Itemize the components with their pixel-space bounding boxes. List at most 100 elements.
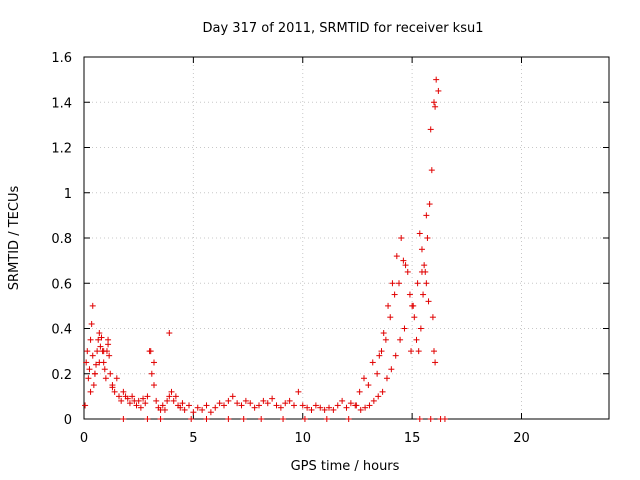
data-point bbox=[282, 400, 289, 407]
data-point bbox=[427, 416, 434, 422]
data-point bbox=[273, 402, 280, 409]
data-point bbox=[181, 406, 188, 413]
data-point bbox=[389, 280, 396, 287]
data-point bbox=[137, 404, 144, 411]
data-point bbox=[129, 393, 136, 400]
y-tick-label: 0.4 bbox=[51, 323, 72, 338]
data-point bbox=[356, 388, 363, 395]
data-point bbox=[428, 167, 435, 174]
data-point bbox=[190, 409, 197, 416]
data-point bbox=[423, 280, 430, 287]
data-point bbox=[234, 400, 241, 407]
data-point bbox=[418, 246, 425, 253]
data-point bbox=[97, 343, 104, 350]
data-point bbox=[177, 404, 184, 411]
data-point bbox=[172, 393, 179, 400]
data-point bbox=[90, 382, 97, 389]
data-point bbox=[212, 404, 219, 411]
data-point bbox=[432, 359, 439, 366]
data-point bbox=[148, 370, 155, 377]
data-point bbox=[94, 348, 101, 355]
data-point bbox=[186, 402, 192, 409]
data-point bbox=[280, 416, 287, 422]
y-tick-label: 1.4 bbox=[51, 96, 72, 111]
data-point bbox=[216, 400, 223, 407]
data-point bbox=[264, 400, 271, 407]
data-point bbox=[408, 348, 415, 355]
data-point bbox=[89, 352, 96, 359]
data-point bbox=[382, 336, 389, 343]
data-point bbox=[113, 375, 120, 382]
data-point bbox=[429, 314, 436, 321]
x-tick-label: 5 bbox=[189, 431, 197, 446]
data-point bbox=[396, 280, 402, 287]
data-point bbox=[301, 416, 308, 422]
data-point bbox=[199, 406, 206, 413]
data-points bbox=[82, 76, 448, 422]
data-point bbox=[425, 298, 432, 305]
data-point bbox=[109, 382, 116, 389]
data-point bbox=[317, 404, 324, 411]
data-point bbox=[406, 291, 413, 298]
y-tick-labels: 0 0.2 0.4 0.6 0.8 1 1.2 1.4 1.6 bbox=[51, 51, 72, 428]
x-axis-label: GPS time / hours bbox=[291, 459, 400, 474]
data-point bbox=[133, 402, 140, 409]
data-point bbox=[88, 320, 95, 327]
chart-title: Day 317 of 2011, SRMTID for receiver ksu… bbox=[203, 21, 484, 36]
data-point bbox=[397, 336, 404, 343]
data-point bbox=[203, 402, 210, 409]
data-point bbox=[369, 359, 376, 366]
data-point bbox=[258, 416, 265, 422]
data-point bbox=[321, 406, 328, 413]
data-point bbox=[229, 393, 236, 400]
data-point bbox=[398, 235, 405, 241]
data-point bbox=[153, 397, 160, 404]
data-point bbox=[135, 397, 142, 404]
data-point bbox=[420, 291, 427, 298]
data-point bbox=[91, 370, 98, 377]
data-point bbox=[84, 348, 91, 355]
data-point bbox=[410, 302, 417, 309]
data-point bbox=[82, 402, 89, 409]
data-point bbox=[357, 406, 364, 413]
data-point bbox=[107, 370, 114, 377]
data-point bbox=[418, 268, 425, 275]
data-point bbox=[242, 397, 249, 404]
data-point bbox=[120, 416, 127, 422]
data-point bbox=[345, 416, 352, 422]
data-point bbox=[256, 402, 262, 409]
data-point bbox=[144, 416, 151, 422]
data-point bbox=[339, 397, 346, 404]
data-point bbox=[166, 393, 173, 400]
data-point bbox=[393, 253, 400, 260]
data-point bbox=[388, 366, 395, 373]
data-point bbox=[385, 302, 392, 309]
data-point bbox=[299, 402, 306, 409]
data-point bbox=[87, 388, 94, 395]
y-axis-label: SRMTID / TECUs bbox=[7, 186, 22, 291]
data-point bbox=[353, 402, 360, 409]
y-tick-label: 1 bbox=[64, 187, 72, 202]
data-point bbox=[194, 404, 201, 411]
data-point bbox=[147, 348, 154, 355]
data-point bbox=[432, 103, 439, 110]
data-point bbox=[247, 400, 254, 407]
data-point bbox=[207, 409, 214, 416]
data-point bbox=[98, 334, 105, 341]
data-point bbox=[151, 359, 157, 366]
data-point bbox=[142, 400, 149, 407]
data-point bbox=[168, 388, 175, 395]
data-point bbox=[404, 268, 411, 275]
data-point bbox=[391, 291, 398, 298]
data-point bbox=[375, 393, 382, 400]
data-point bbox=[392, 352, 399, 359]
data-point bbox=[433, 76, 440, 83]
data-point bbox=[361, 375, 367, 382]
data-point bbox=[431, 348, 437, 355]
y-tick-label: 0 bbox=[64, 413, 72, 428]
x-tick-label: 20 bbox=[513, 431, 530, 446]
data-point bbox=[295, 388, 302, 395]
data-point bbox=[427, 126, 434, 133]
data-point bbox=[435, 87, 442, 94]
data-point bbox=[188, 416, 195, 422]
